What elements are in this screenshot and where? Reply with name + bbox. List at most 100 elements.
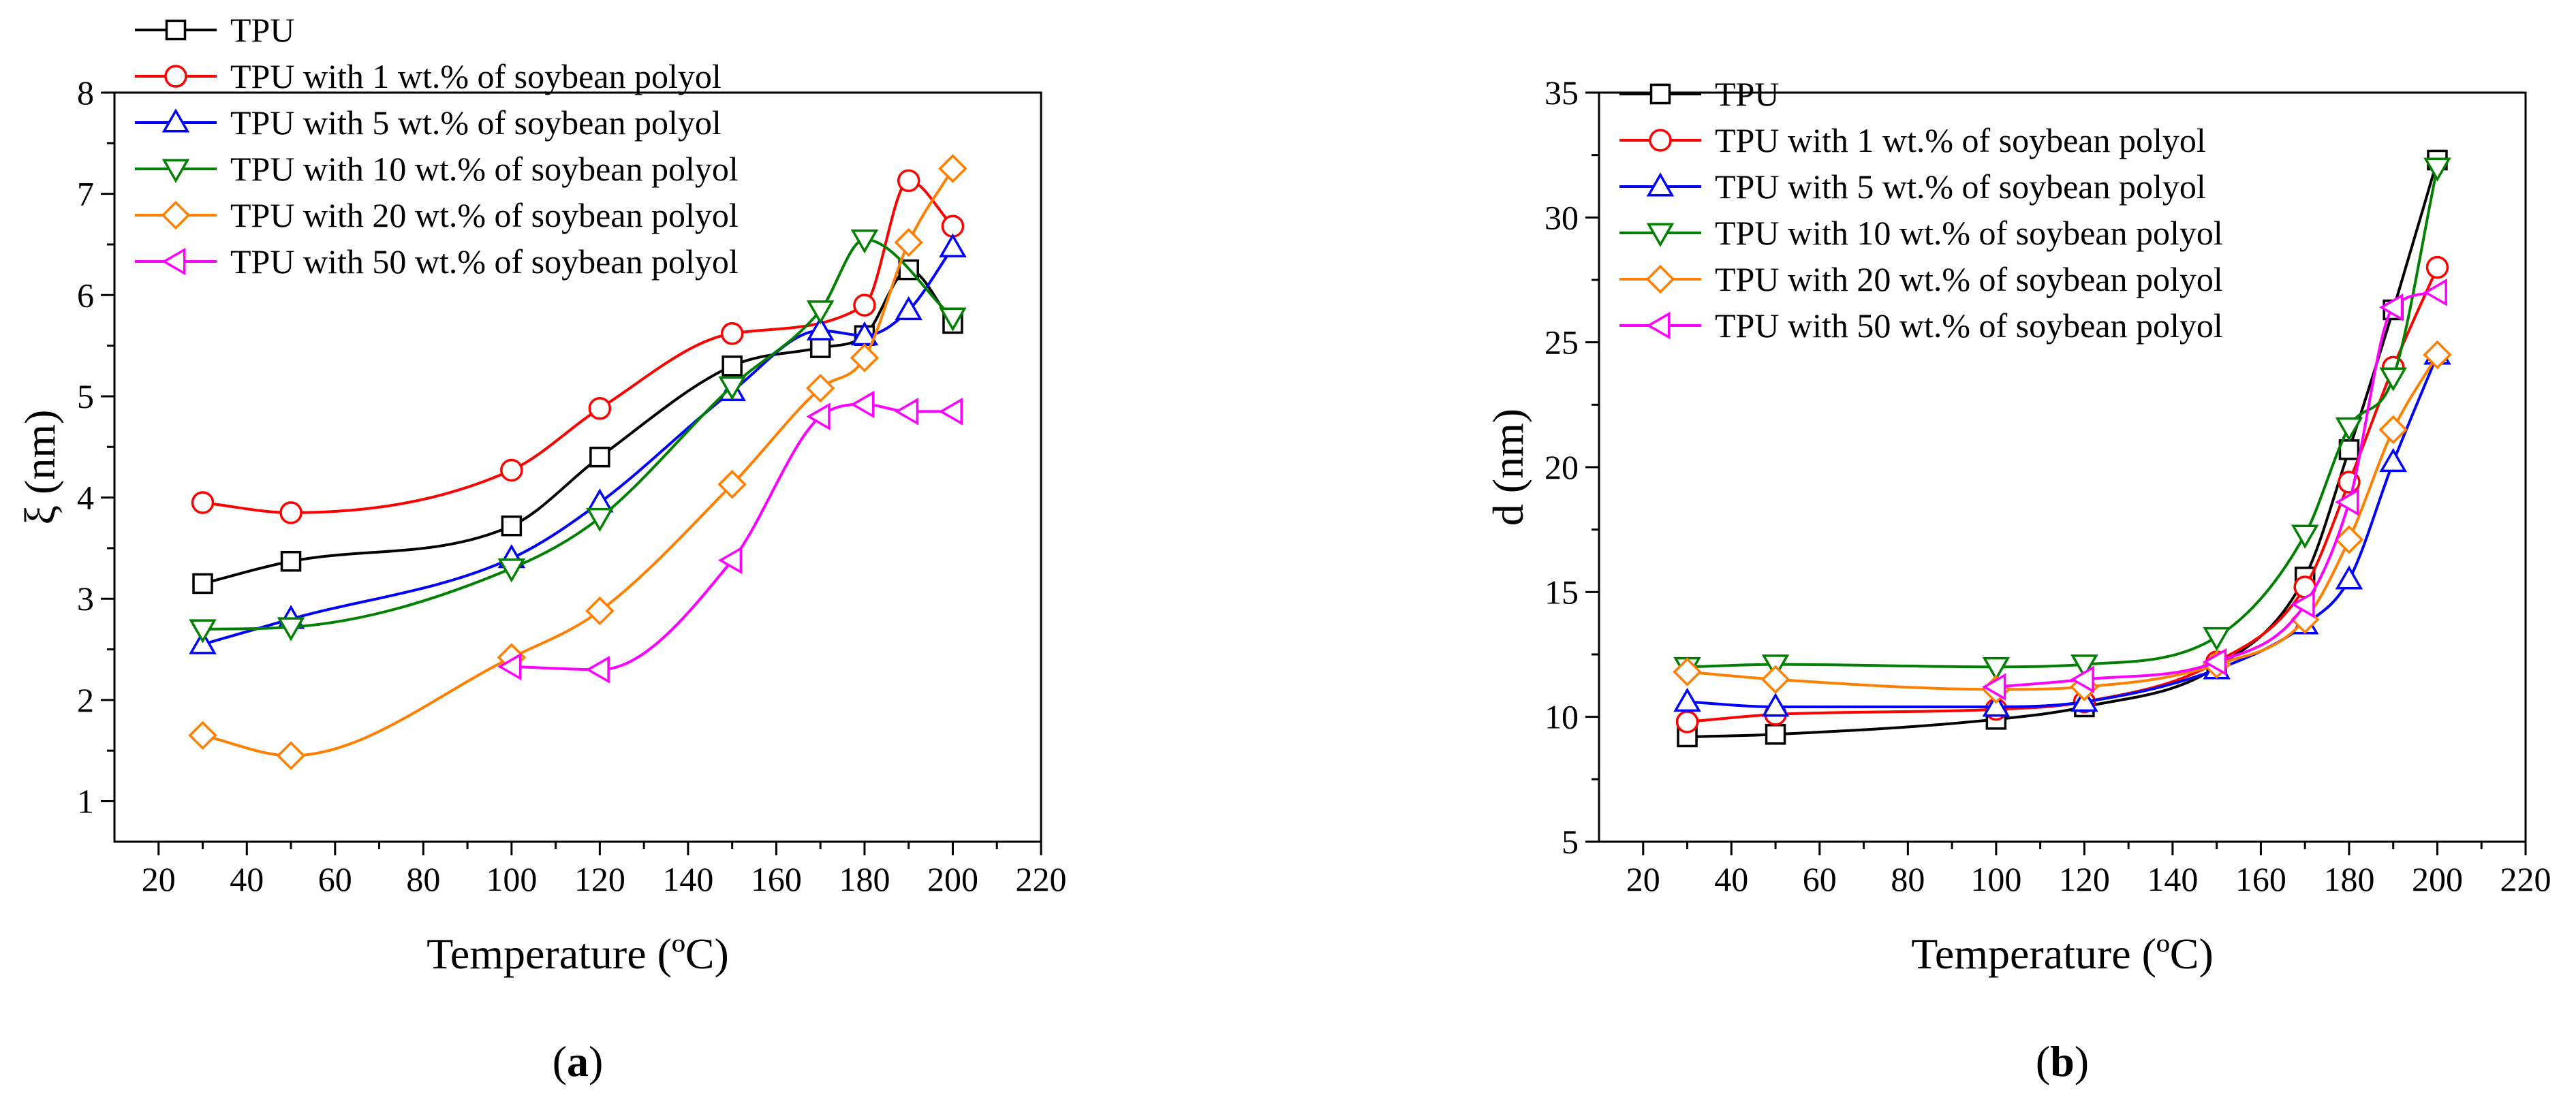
series-1 bbox=[192, 259, 963, 595]
data-point bbox=[2423, 279, 2447, 306]
data-point bbox=[939, 307, 967, 332]
y-tick-label: 2 bbox=[77, 681, 94, 719]
series-2 bbox=[191, 169, 965, 524]
legend-label: TPU with 1 wt.% of soybean polyol bbox=[230, 57, 721, 95]
plot-frame-a bbox=[113, 91, 1042, 843]
data-point bbox=[2379, 447, 2407, 473]
data-point bbox=[280, 550, 302, 572]
data-point bbox=[850, 343, 880, 373]
data-point bbox=[806, 300, 835, 325]
y-tick-label: 1 bbox=[77, 782, 94, 821]
legend-item: TPU with 1 wt.% of soybean polyol bbox=[135, 57, 721, 95]
data-point bbox=[1673, 657, 1702, 686]
legend-marker bbox=[1646, 172, 1675, 197]
panel-b: 20 40 60 80 100 120 140 160 180 200 220 5 10 15 20 25 30… bbox=[1484, 74, 2551, 1086]
data-point bbox=[1982, 673, 2006, 701]
data-point bbox=[806, 316, 835, 340]
data-point bbox=[720, 322, 744, 345]
data-point bbox=[585, 656, 610, 684]
series-line bbox=[202, 247, 955, 646]
data-point bbox=[276, 741, 306, 770]
data-point bbox=[1675, 710, 1699, 733]
data-point bbox=[2423, 157, 2451, 182]
series-6 bbox=[1982, 279, 2447, 701]
y-tick-label: 10 bbox=[1545, 698, 1579, 736]
x-tick-label: 80 bbox=[1891, 860, 1925, 898]
legend-label: TPU with 20 wt.% of soybean polyol bbox=[230, 196, 739, 234]
series-line bbox=[202, 268, 955, 585]
x-tick-label: 140 bbox=[662, 860, 713, 898]
caption-open-paren: ( bbox=[553, 1037, 567, 1086]
data-point bbox=[894, 227, 923, 257]
data-point bbox=[1760, 665, 1790, 694]
legend-item: TPU bbox=[135, 11, 294, 49]
y-tick-label: 35 bbox=[1545, 74, 1579, 112]
series-4 bbox=[189, 229, 967, 644]
legend-label: TPU bbox=[230, 11, 294, 49]
x-tick-label: 220 bbox=[2500, 860, 2551, 898]
data-point bbox=[850, 390, 875, 419]
legend-label: TPU with 10 wt.% of soybean polyol bbox=[230, 150, 739, 188]
legend-marker bbox=[1646, 223, 1675, 247]
x-tick-label: 80 bbox=[406, 860, 440, 898]
x-tick-label: 100 bbox=[1970, 860, 2021, 898]
data-point bbox=[191, 491, 215, 514]
data-point bbox=[2379, 367, 2407, 392]
data-point bbox=[497, 652, 522, 681]
x-tick-label: 100 bbox=[486, 860, 537, 898]
series-6 bbox=[497, 390, 963, 684]
y-tick-label: 4 bbox=[77, 479, 94, 517]
x-tick-label: 20 bbox=[142, 860, 176, 898]
y-tick-label: 5 bbox=[1562, 823, 1579, 861]
legend-item: TPU with 1 wt.% of soybean polyol bbox=[1619, 121, 2206, 159]
data-point bbox=[2425, 255, 2449, 279]
legend-label: TPU with 5 wt.% of soybean polyol bbox=[1715, 168, 2206, 206]
legend-marker bbox=[165, 19, 187, 41]
data-point bbox=[192, 573, 213, 595]
data-point bbox=[805, 373, 835, 403]
data-point bbox=[721, 355, 743, 377]
legend-item: TPU with 20 wt.% of soybean polyol bbox=[1619, 260, 2223, 298]
legend-item: TPU with 50 wt.% of soybean polyol bbox=[1619, 306, 2223, 345]
series-line bbox=[1687, 354, 2439, 709]
x-tick-label: 180 bbox=[839, 860, 890, 898]
data-point bbox=[718, 376, 746, 400]
legend-label: TPU with 5 wt.% of soybean polyol bbox=[230, 104, 721, 142]
legend-a: TPU TPU with 1 wt.% of soybean polyol TPU … bbox=[135, 11, 739, 281]
y-tick-label: 8 bbox=[77, 74, 94, 112]
data-point bbox=[1673, 687, 1701, 712]
series-4 bbox=[1673, 157, 2451, 682]
caption-close-paren: ) bbox=[589, 1037, 603, 1086]
data-point bbox=[586, 507, 614, 533]
panel-caption-b: (b) bbox=[2036, 1037, 2089, 1086]
data-point bbox=[717, 470, 747, 499]
series-5 bbox=[1673, 340, 2452, 704]
data-point bbox=[497, 558, 526, 583]
series-line bbox=[202, 179, 954, 514]
legend-label: TPU with 50 wt.% of soybean polyol bbox=[230, 242, 739, 281]
legend-label: TPU with 1 wt.% of soybean polyol bbox=[1715, 121, 2206, 159]
data-point bbox=[2378, 294, 2404, 321]
caption-open-paren: ( bbox=[2036, 1037, 2050, 1086]
y-tick-label: 7 bbox=[77, 175, 94, 213]
data-point bbox=[806, 402, 831, 430]
legend-marker bbox=[161, 200, 191, 230]
data-point bbox=[2334, 525, 2364, 554]
legend-marker bbox=[1645, 264, 1675, 294]
data-point bbox=[1982, 693, 2011, 717]
legend-marker bbox=[161, 108, 190, 133]
caption-close-paren: ) bbox=[2075, 1037, 2089, 1086]
y-tick-label: 25 bbox=[1545, 323, 1579, 362]
x-tick-label: 220 bbox=[1016, 860, 1067, 898]
legend-label: TPU with 20 wt.% of soybean polyol bbox=[1715, 260, 2223, 298]
legend-b: TPU TPU with 1 wt.% of soybean polyol TPU … bbox=[1619, 75, 2223, 345]
data-point bbox=[188, 720, 217, 750]
data-point bbox=[2070, 665, 2094, 693]
data-point bbox=[2291, 590, 2315, 618]
data-point bbox=[850, 229, 879, 254]
x-tick-label: 200 bbox=[2412, 860, 2463, 898]
data-point bbox=[809, 337, 831, 358]
legend-item: TPU with 5 wt.% of soybean polyol bbox=[135, 104, 721, 142]
series-line bbox=[511, 402, 953, 671]
